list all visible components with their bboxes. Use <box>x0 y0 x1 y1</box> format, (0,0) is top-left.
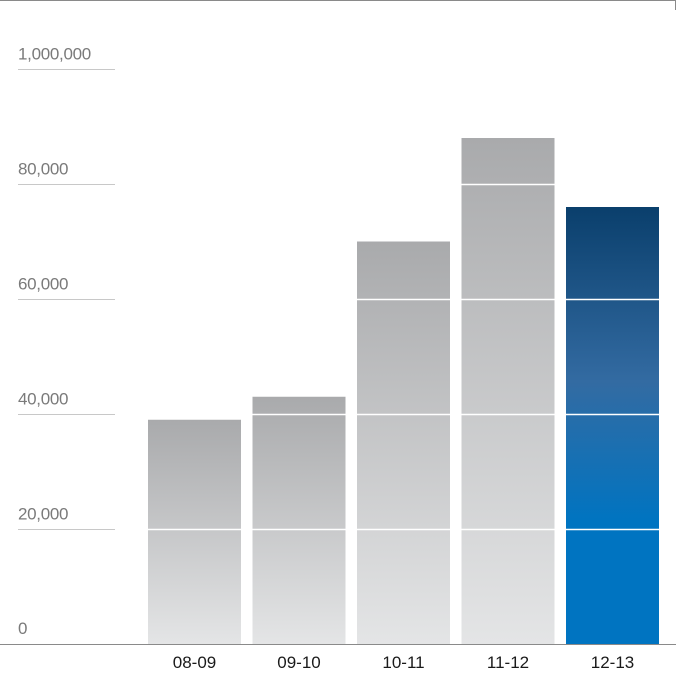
bar <box>252 396 346 644</box>
y-tick-label: 0 <box>18 619 27 638</box>
y-tick-label: 1,000,000 <box>18 45 91 64</box>
y-axis-tick-labels: 0 20,000 40,000 60,000 80,000 1,000,000 <box>18 45 91 639</box>
bar <box>148 419 241 644</box>
x-tick-label: 09-10 <box>277 653 320 672</box>
x-tick-label: 11-12 <box>487 653 529 672</box>
bar <box>357 241 450 644</box>
bar-highlight <box>566 207 659 644</box>
gridlines <box>18 69 115 530</box>
y-tick-label: 20,000 <box>18 505 68 524</box>
bar <box>461 138 555 644</box>
y-tick-label: 80,000 <box>18 160 68 179</box>
y-tick-label: 60,000 <box>18 275 68 294</box>
x-axis-tick-labels: 08-09 09-10 10-11 11-12 12-13 <box>173 653 634 672</box>
bars <box>148 138 659 644</box>
x-tick-label: 12-13 <box>591 653 634 672</box>
bar-gridline-overlays <box>148 183 659 531</box>
x-tick-label: 08-09 <box>173 653 216 672</box>
x-tick-label: 10-11 <box>382 653 424 672</box>
y-tick-label: 40,000 <box>18 390 68 409</box>
